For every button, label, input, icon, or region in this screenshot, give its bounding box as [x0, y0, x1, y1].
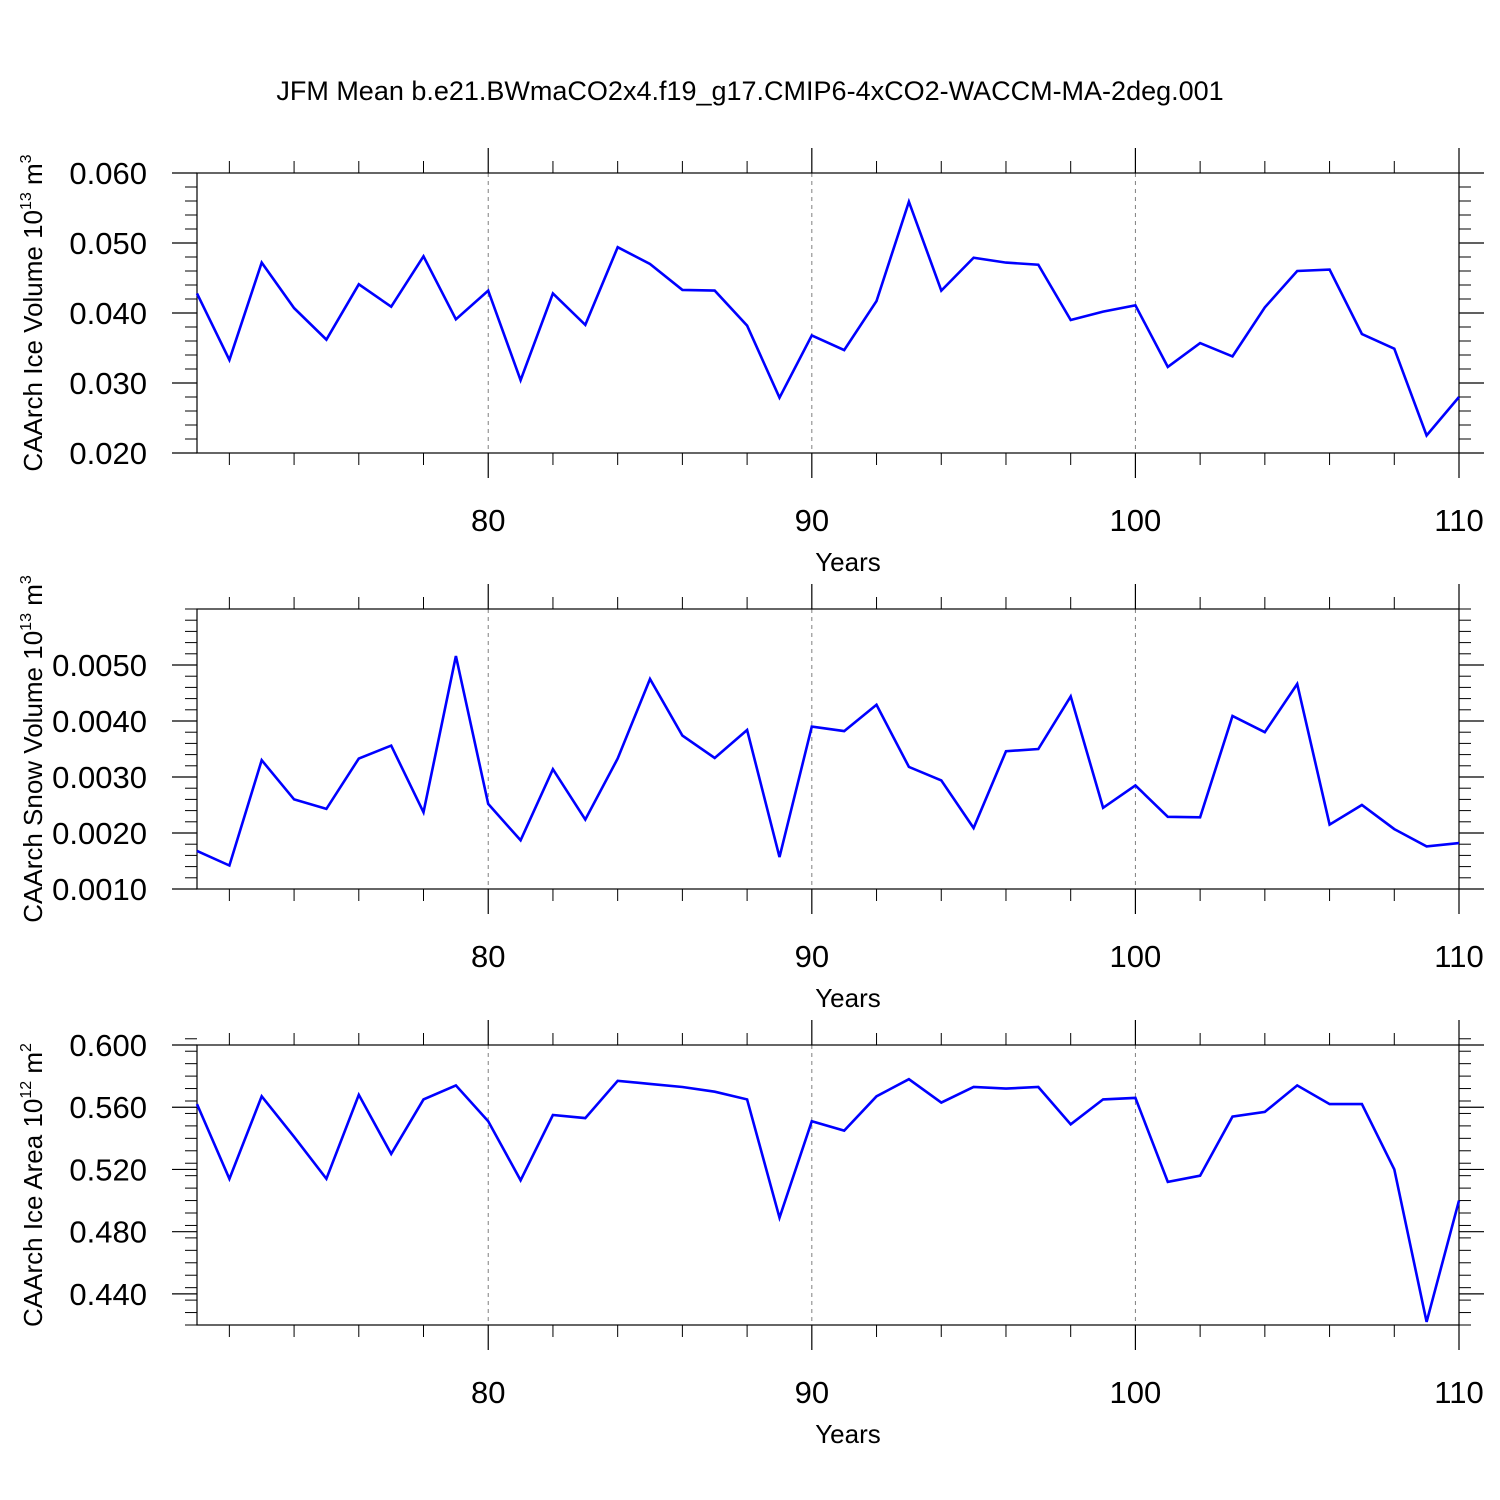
- y-tick-label: 0.060: [69, 156, 147, 191]
- x-axis-title: Years: [815, 547, 881, 577]
- x-tick-label: 80: [471, 1375, 505, 1410]
- y-tick-label: 0.440: [69, 1277, 147, 1312]
- x-tick-label: 100: [1110, 1375, 1162, 1410]
- y-axis-title: CAArch Ice Volume 1013 m3: [18, 154, 48, 471]
- x-tick-label: 90: [795, 939, 829, 974]
- data-line-caarch-ice-area: [195, 1077, 1461, 1323]
- figure-title: JFM Mean b.e21.BWmaCO2x4.f19_g17.CMIP6-4…: [276, 76, 1223, 106]
- x-tick-label: 90: [795, 503, 829, 538]
- y-tick-label: 0.600: [69, 1028, 147, 1063]
- panel-1: 80 90 100 110 Years 0.020 0.030 0.040 0.050 0.060…: [18, 148, 1484, 577]
- y-tick-label: 0.0010: [52, 872, 147, 907]
- panel-2: 80 90 100 110 Years 0.0010 0.0020 0.0030 0.0040 0…: [18, 575, 1484, 1013]
- y-tick-label: 0.020: [69, 436, 147, 471]
- y-tick-label: 0.480: [69, 1215, 147, 1250]
- y-axis-title: CAArch Ice Area 1012 m2: [18, 1043, 48, 1327]
- y-tick-label: 0.030: [69, 366, 147, 401]
- y-tick-label: 0.0050: [52, 648, 147, 683]
- data-line-caarch-snow-volume: [196, 655, 1460, 868]
- x-tick-label: 80: [471, 939, 505, 974]
- x-axis-title: Years: [815, 1419, 881, 1449]
- x-tick-label: 110: [1434, 1375, 1483, 1410]
- y-tick-label: 0.040: [69, 296, 147, 331]
- panel-3: 80 90 100 110 Years 0.440 0.480 0.520 0.560 0.600…: [18, 1020, 1484, 1449]
- x-tick-label: 100: [1110, 503, 1162, 538]
- y-tick-label: 0.520: [69, 1152, 147, 1187]
- x-tick-label: 90: [795, 1375, 829, 1410]
- x-tick-label: 80: [471, 503, 505, 538]
- y-tick-label: 0.560: [69, 1090, 147, 1125]
- x-tick-label: 110: [1434, 503, 1483, 538]
- y-tick-label: 0.0040: [52, 704, 147, 739]
- y-tick-label: 0.050: [69, 226, 147, 261]
- x-tick-label: 100: [1110, 939, 1162, 974]
- y-tick-label: 0.0030: [52, 760, 147, 795]
- y-tick-label: 0.0020: [52, 816, 147, 851]
- plot-frame: [196, 608, 1460, 890]
- x-axis-title: Years: [815, 983, 881, 1013]
- y-axis-title: CAArch Snow Volume 1013 m3: [18, 575, 48, 923]
- plot-frame: [196, 1044, 1460, 1326]
- data-line-caarch-ice-volume: [195, 197, 1460, 439]
- x-tick-label: 110: [1434, 939, 1483, 974]
